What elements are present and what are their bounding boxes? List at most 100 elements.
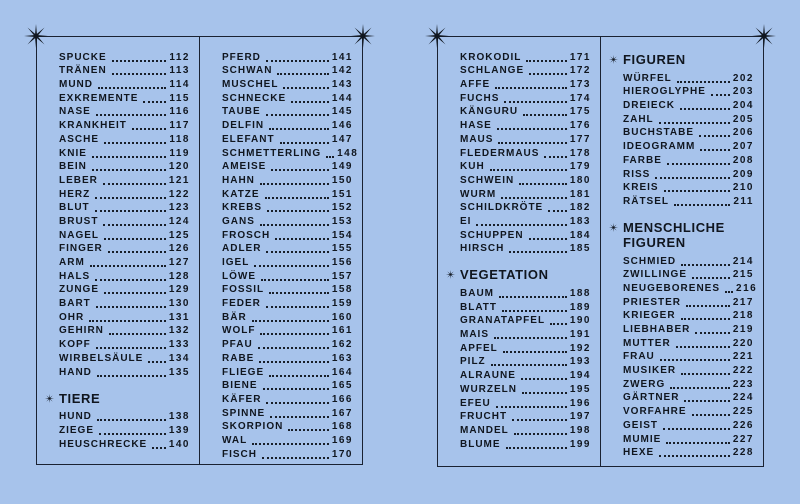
- entry-page-number: 156: [331, 257, 353, 268]
- entry-label: SCHWAN: [222, 65, 273, 77]
- entry-label: GEIST: [623, 419, 659, 431]
- entry-label: PRIESTER: [623, 296, 682, 308]
- dot-leader: [691, 414, 730, 417]
- dot-leader: [288, 429, 329, 432]
- entry-label: RISS: [623, 168, 651, 180]
- dot-leader: [102, 182, 166, 185]
- dot-leader: [655, 176, 730, 179]
- entry-label: ELEFANT: [222, 133, 275, 145]
- index-entry: KOPF 133: [59, 337, 190, 351]
- entry-label: FRUCHT: [460, 411, 508, 423]
- index-entry: GÄRTNER 224: [623, 391, 754, 405]
- entry-page-number: 221: [732, 351, 754, 363]
- entry-page-number: 203: [732, 86, 754, 98]
- entry-page-number: 178: [569, 147, 591, 159]
- entry-page-number: 217: [732, 296, 754, 308]
- entry-label: PFAU: [222, 339, 253, 351]
- index-entry: WAL 169: [222, 433, 353, 447]
- dot-leader: [512, 419, 567, 422]
- entry-page-number: 134: [168, 352, 190, 364]
- index-section: TIERE HUND 138 ZIEGE 139 HEUSCHRECKE 140: [45, 391, 190, 451]
- entry-page-number: 180: [569, 174, 591, 186]
- entry-label: ZWERG: [623, 378, 666, 390]
- index-entry: TRÄNEN 113: [59, 64, 190, 78]
- index-entry: PRIESTER 217: [623, 295, 754, 309]
- entry-page-number: 140: [168, 438, 190, 450]
- entry-page-number: 198: [569, 424, 591, 436]
- index-entry: BEIN 120: [59, 160, 190, 174]
- dot-leader: [91, 155, 167, 158]
- entry-label: HALS: [59, 270, 91, 282]
- dot-leader: [489, 169, 567, 172]
- entry-label: MUSCHEL: [222, 79, 279, 91]
- dot-leader: [95, 196, 166, 199]
- entry-page-number: 133: [168, 339, 190, 351]
- corner-star-icon: [425, 24, 449, 48]
- dot-leader: [495, 405, 567, 408]
- entry-page-number: 189: [569, 301, 591, 313]
- dot-leader: [674, 203, 731, 206]
- entry-page-number: 155: [331, 243, 353, 255]
- index-entry: SKORPION 168: [222, 420, 353, 434]
- dot-leader: [259, 360, 329, 363]
- dot-leader: [251, 319, 329, 322]
- index-entry: GRANATAPFEL 190: [460, 314, 591, 328]
- entry-label: FISCH: [222, 448, 257, 460]
- entry-label: KREBS: [222, 202, 263, 214]
- dot-leader: [659, 359, 730, 362]
- entry-page-number: 153: [331, 215, 353, 227]
- index-entry: KNIE 119: [59, 146, 190, 160]
- dot-leader: [670, 386, 730, 389]
- index-entry: LEBER 121: [59, 173, 190, 187]
- index-entry: BART 130: [59, 296, 190, 310]
- entry-label: PILZ: [460, 356, 486, 368]
- entry-page-number: 171: [569, 51, 591, 63]
- entry-page-number: 124: [168, 215, 190, 227]
- index-entry: VORFAHRE 225: [623, 404, 754, 418]
- entry-page-number: 127: [168, 257, 190, 268]
- index-entry: IDEOGRAMM 207: [623, 139, 754, 153]
- entry-label: AFFE: [460, 79, 491, 91]
- index-entry: LÖWE 157: [222, 269, 353, 283]
- dot-leader: [259, 182, 329, 185]
- entry-page-number: 139: [168, 424, 190, 436]
- entry-label: WURZELN: [460, 383, 517, 395]
- dot-leader: [148, 360, 166, 363]
- entry-page-number: 115: [169, 92, 190, 104]
- entry-label: BUCHSTABE: [623, 127, 695, 139]
- index-entry: WÜRFEL 202: [623, 71, 754, 85]
- entry-page-number: 194: [569, 370, 591, 382]
- dot-leader: [513, 432, 567, 435]
- dot-leader: [663, 190, 730, 193]
- entry-label: HIEROGLYPHE: [623, 86, 706, 98]
- entry-label: OHR: [59, 311, 85, 323]
- index-entry: TAUBE 145: [222, 105, 353, 119]
- entry-label: KREIS: [623, 182, 659, 194]
- dot-leader: [725, 290, 734, 293]
- entry-page-number: 197: [569, 411, 591, 423]
- dot-leader: [261, 278, 329, 281]
- entry-label: ARM: [59, 257, 85, 268]
- entry-label: HEUSCHRECKE: [59, 438, 148, 450]
- entry-page-number: 192: [569, 342, 591, 354]
- dot-leader: [520, 378, 567, 381]
- entry-page-number: 214: [732, 255, 754, 267]
- index-entry: FARBE 208: [623, 153, 754, 167]
- entry-page-number: 170: [331, 448, 353, 460]
- index-entry: FOSSIL 158: [222, 283, 353, 297]
- entry-label: ADLER: [222, 243, 262, 255]
- entry-page-number: 145: [331, 106, 353, 118]
- entry-label: WURM: [460, 188, 497, 200]
- index-entry: HAHN 150: [222, 173, 353, 187]
- entry-page-number: 141: [331, 51, 353, 63]
- entry-page-number: 174: [569, 92, 591, 104]
- dot-leader: [96, 419, 166, 422]
- entry-page-number: 168: [331, 421, 353, 433]
- entry-label: KÄNGURU: [460, 106, 519, 118]
- dot-leader: [504, 100, 567, 103]
- entry-label: EFEU: [460, 397, 491, 409]
- index-entry: SPUCKE 112: [59, 50, 190, 64]
- entry-page-number: 116: [169, 106, 190, 118]
- index-entry: AMEISE 149: [222, 160, 353, 174]
- entry-page-number: 196: [569, 397, 591, 409]
